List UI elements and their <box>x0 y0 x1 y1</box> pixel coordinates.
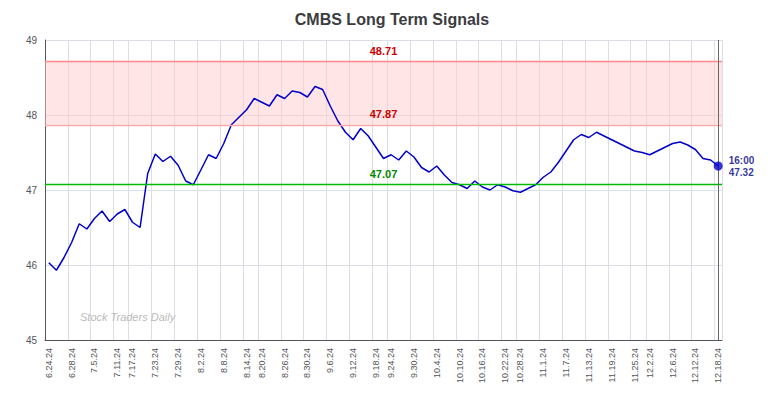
svg-text:10.4.24: 10.4.24 <box>432 348 442 378</box>
svg-text:12.6.24: 12.6.24 <box>668 348 678 378</box>
svg-text:9.24.24: 9.24.24 <box>386 348 396 378</box>
svg-text:47.07: 47.07 <box>370 168 398 180</box>
svg-text:45: 45 <box>26 335 38 346</box>
svg-text:9.12.24: 9.12.24 <box>348 348 358 378</box>
svg-text:11.1.24: 11.1.24 <box>538 348 548 377</box>
svg-text:8.8.24: 8.8.24 <box>219 348 229 373</box>
svg-text:7.5.24: 7.5.24 <box>89 348 99 373</box>
svg-text:10.28.24: 10.28.24 <box>515 348 525 383</box>
svg-text:12.18.24: 12.18.24 <box>713 348 723 383</box>
svg-text:10.16.24: 10.16.24 <box>477 348 487 383</box>
svg-text:10.10.24: 10.10.24 <box>455 348 465 383</box>
svg-text:16:00: 16:00 <box>729 155 755 166</box>
svg-text:10.22.24: 10.22.24 <box>500 348 510 383</box>
svg-text:11.7.24: 11.7.24 <box>561 348 571 377</box>
svg-text:6.24.24: 6.24.24 <box>44 348 54 378</box>
svg-text:Stock Traders Daily: Stock Traders Daily <box>80 311 177 323</box>
svg-text:47.87: 47.87 <box>370 108 398 120</box>
svg-text:46: 46 <box>26 260 38 271</box>
svg-text:9.6.24: 9.6.24 <box>325 348 335 373</box>
svg-text:7.11.24: 7.11.24 <box>112 348 122 377</box>
svg-text:CMBS Long Term Signals: CMBS Long Term Signals <box>295 11 489 28</box>
svg-text:7.23.24: 7.23.24 <box>150 348 160 378</box>
svg-text:11.19.24: 11.19.24 <box>607 348 617 382</box>
svg-text:9.18.24: 9.18.24 <box>371 348 381 378</box>
svg-text:8.30.24: 8.30.24 <box>302 348 312 378</box>
svg-text:47: 47 <box>26 185 38 196</box>
svg-text:7.17.24: 7.17.24 <box>127 348 137 378</box>
svg-text:12.2.24: 12.2.24 <box>645 348 655 378</box>
svg-text:11.13.24: 11.13.24 <box>584 348 594 382</box>
svg-text:8.2.24: 8.2.24 <box>196 348 206 373</box>
svg-text:12.12.24: 12.12.24 <box>690 348 700 383</box>
svg-text:9.30.24: 9.30.24 <box>409 348 419 378</box>
svg-text:48: 48 <box>26 110 38 121</box>
svg-text:49: 49 <box>26 35 38 46</box>
svg-text:6.28.24: 6.28.24 <box>67 348 77 378</box>
svg-text:48.71: 48.71 <box>370 45 398 57</box>
svg-text:8.26.24: 8.26.24 <box>280 348 290 378</box>
svg-text:8.20.24: 8.20.24 <box>257 348 267 378</box>
svg-text:47.32: 47.32 <box>729 167 754 178</box>
svg-text:11.25.24: 11.25.24 <box>630 348 640 382</box>
svg-text:8.14.24: 8.14.24 <box>242 348 252 378</box>
svg-text:7.29.24: 7.29.24 <box>173 348 183 378</box>
